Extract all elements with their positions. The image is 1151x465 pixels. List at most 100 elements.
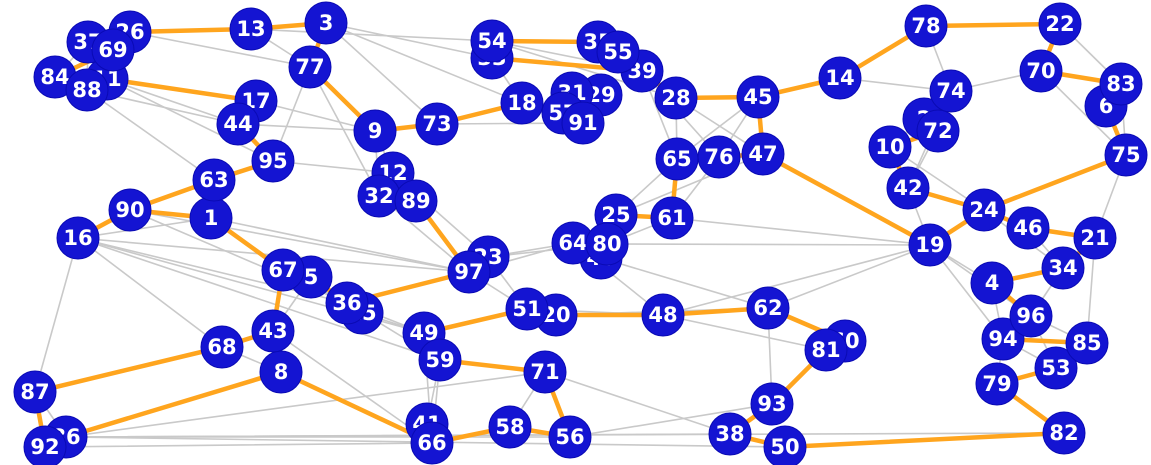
node-circle-59[interactable]: [418, 338, 462, 382]
graph-node-80[interactable]: 80: [585, 222, 629, 266]
graph-node-38[interactable]: 38: [708, 412, 752, 456]
graph-node-48[interactable]: 48: [641, 293, 685, 337]
graph-node-63[interactable]: 63: [192, 158, 236, 202]
node-circle-72[interactable]: [916, 109, 960, 153]
graph-node-42[interactable]: 42: [886, 166, 930, 210]
graph-node-14[interactable]: 14: [818, 56, 862, 100]
node-circle-81[interactable]: [804, 328, 848, 372]
node-circle-3[interactable]: [304, 1, 348, 45]
node-circle-16[interactable]: [56, 216, 100, 260]
graph-node-13[interactable]: 13: [229, 7, 273, 51]
node-circle-54[interactable]: [470, 19, 514, 63]
node-circle-94[interactable]: [981, 317, 1025, 361]
graph-node-93[interactable]: 93: [750, 382, 794, 426]
graph-node-24[interactable]: 24: [962, 188, 1006, 232]
node-circle-89[interactable]: [394, 179, 438, 223]
node-circle-34[interactable]: [1041, 246, 1085, 290]
node-circle-63[interactable]: [192, 158, 236, 202]
graph-node-51[interactable]: 51: [505, 287, 549, 331]
graph-node-81[interactable]: 81: [804, 328, 848, 372]
graph-node-66[interactable]: 66: [410, 421, 454, 465]
node-circle-69[interactable]: [91, 28, 135, 72]
graph-node-56[interactable]: 56: [548, 415, 592, 459]
graph-node-65[interactable]: 65: [655, 137, 699, 181]
node-circle-71[interactable]: [523, 350, 567, 394]
graph-node-91[interactable]: 91: [561, 101, 605, 145]
node-circle-9[interactable]: [353, 109, 397, 153]
graph-node-72[interactable]: 72: [916, 109, 960, 153]
node-circle-53[interactable]: [1034, 346, 1078, 390]
node-circle-80[interactable]: [585, 222, 629, 266]
graph-node-32[interactable]: 32: [357, 174, 401, 218]
node-circle-56[interactable]: [548, 415, 592, 459]
node-circle-70[interactable]: [1019, 49, 1063, 93]
graph-node-67[interactable]: 67: [261, 248, 305, 292]
graph-node-58[interactable]: 58: [488, 405, 532, 449]
node-circle-65[interactable]: [655, 137, 699, 181]
graph-node-50[interactable]: 50: [763, 425, 807, 465]
graph-node-61[interactable]: 61: [650, 196, 694, 240]
node-circle-61[interactable]: [650, 196, 694, 240]
node-circle-90[interactable]: [108, 188, 152, 232]
graph-node-71[interactable]: 71: [523, 350, 567, 394]
node-circle-82[interactable]: [1042, 411, 1086, 455]
node-circle-51[interactable]: [505, 287, 549, 331]
node-circle-73[interactable]: [415, 102, 459, 146]
graph-node-22[interactable]: 22: [1038, 2, 1082, 46]
node-circle-14[interactable]: [818, 56, 862, 100]
node-circle-68[interactable]: [200, 325, 244, 369]
node-circle-76[interactable]: [697, 135, 741, 179]
node-circle-44[interactable]: [216, 102, 260, 146]
node-circle-77[interactable]: [288, 45, 332, 89]
node-circle-46[interactable]: [1006, 206, 1050, 250]
node-circle-85[interactable]: [1065, 321, 1109, 365]
graph-node-89[interactable]: 89: [394, 179, 438, 223]
node-circle-28[interactable]: [654, 76, 698, 120]
node-circle-4[interactable]: [970, 261, 1014, 305]
graph-node-82[interactable]: 82: [1042, 411, 1086, 455]
graph-node-75[interactable]: 75: [1104, 133, 1148, 177]
graph-node-70[interactable]: 70: [1019, 49, 1063, 93]
graph-node-1[interactable]: 1: [189, 196, 233, 240]
graph-node-90[interactable]: 90: [108, 188, 152, 232]
graph-node-59[interactable]: 59: [418, 338, 462, 382]
graph-node-43[interactable]: 43: [251, 309, 295, 353]
node-circle-48[interactable]: [641, 293, 685, 337]
node-circle-97[interactable]: [447, 250, 491, 294]
node-circle-36[interactable]: [325, 281, 369, 325]
graph-node-4[interactable]: 4: [970, 261, 1014, 305]
node-circle-91[interactable]: [561, 101, 605, 145]
graph-node-74[interactable]: 74: [929, 69, 973, 113]
graph-node-76[interactable]: 76: [697, 135, 741, 179]
node-circle-79[interactable]: [975, 362, 1019, 406]
node-circle-10[interactable]: [868, 125, 912, 169]
node-circle-95[interactable]: [251, 139, 295, 183]
graph-node-62[interactable]: 62: [746, 286, 790, 330]
graph-node-46[interactable]: 46: [1006, 206, 1050, 250]
node-circle-67[interactable]: [261, 248, 305, 292]
graph-node-18[interactable]: 18: [500, 81, 544, 125]
node-circle-74[interactable]: [929, 69, 973, 113]
graph-node-78[interactable]: 78: [904, 4, 948, 48]
graph-node-45[interactable]: 45: [736, 75, 780, 119]
graph-node-44[interactable]: 44: [216, 102, 260, 146]
graph-node-85[interactable]: 85: [1065, 321, 1109, 365]
node-circle-47[interactable]: [741, 132, 785, 176]
graph-node-8[interactable]: 8: [259, 350, 303, 394]
node-circle-1[interactable]: [189, 196, 233, 240]
node-circle-96[interactable]: [1009, 294, 1053, 338]
graph-node-79[interactable]: 79: [975, 362, 1019, 406]
graph-node-36[interactable]: 36: [325, 281, 369, 325]
graph-node-73[interactable]: 73: [415, 102, 459, 146]
node-circle-50[interactable]: [763, 425, 807, 465]
graph-node-34[interactable]: 34: [1041, 246, 1085, 290]
node-circle-75[interactable]: [1104, 133, 1148, 177]
node-circle-88[interactable]: [65, 68, 109, 112]
graph-node-77[interactable]: 77: [288, 45, 332, 89]
graph-node-21[interactable]: 21: [1073, 216, 1117, 260]
node-circle-55[interactable]: [596, 30, 640, 74]
graph-node-28[interactable]: 28: [654, 76, 698, 120]
node-circle-21[interactable]: [1073, 216, 1117, 260]
node-circle-66[interactable]: [410, 421, 454, 465]
node-circle-32[interactable]: [357, 174, 401, 218]
